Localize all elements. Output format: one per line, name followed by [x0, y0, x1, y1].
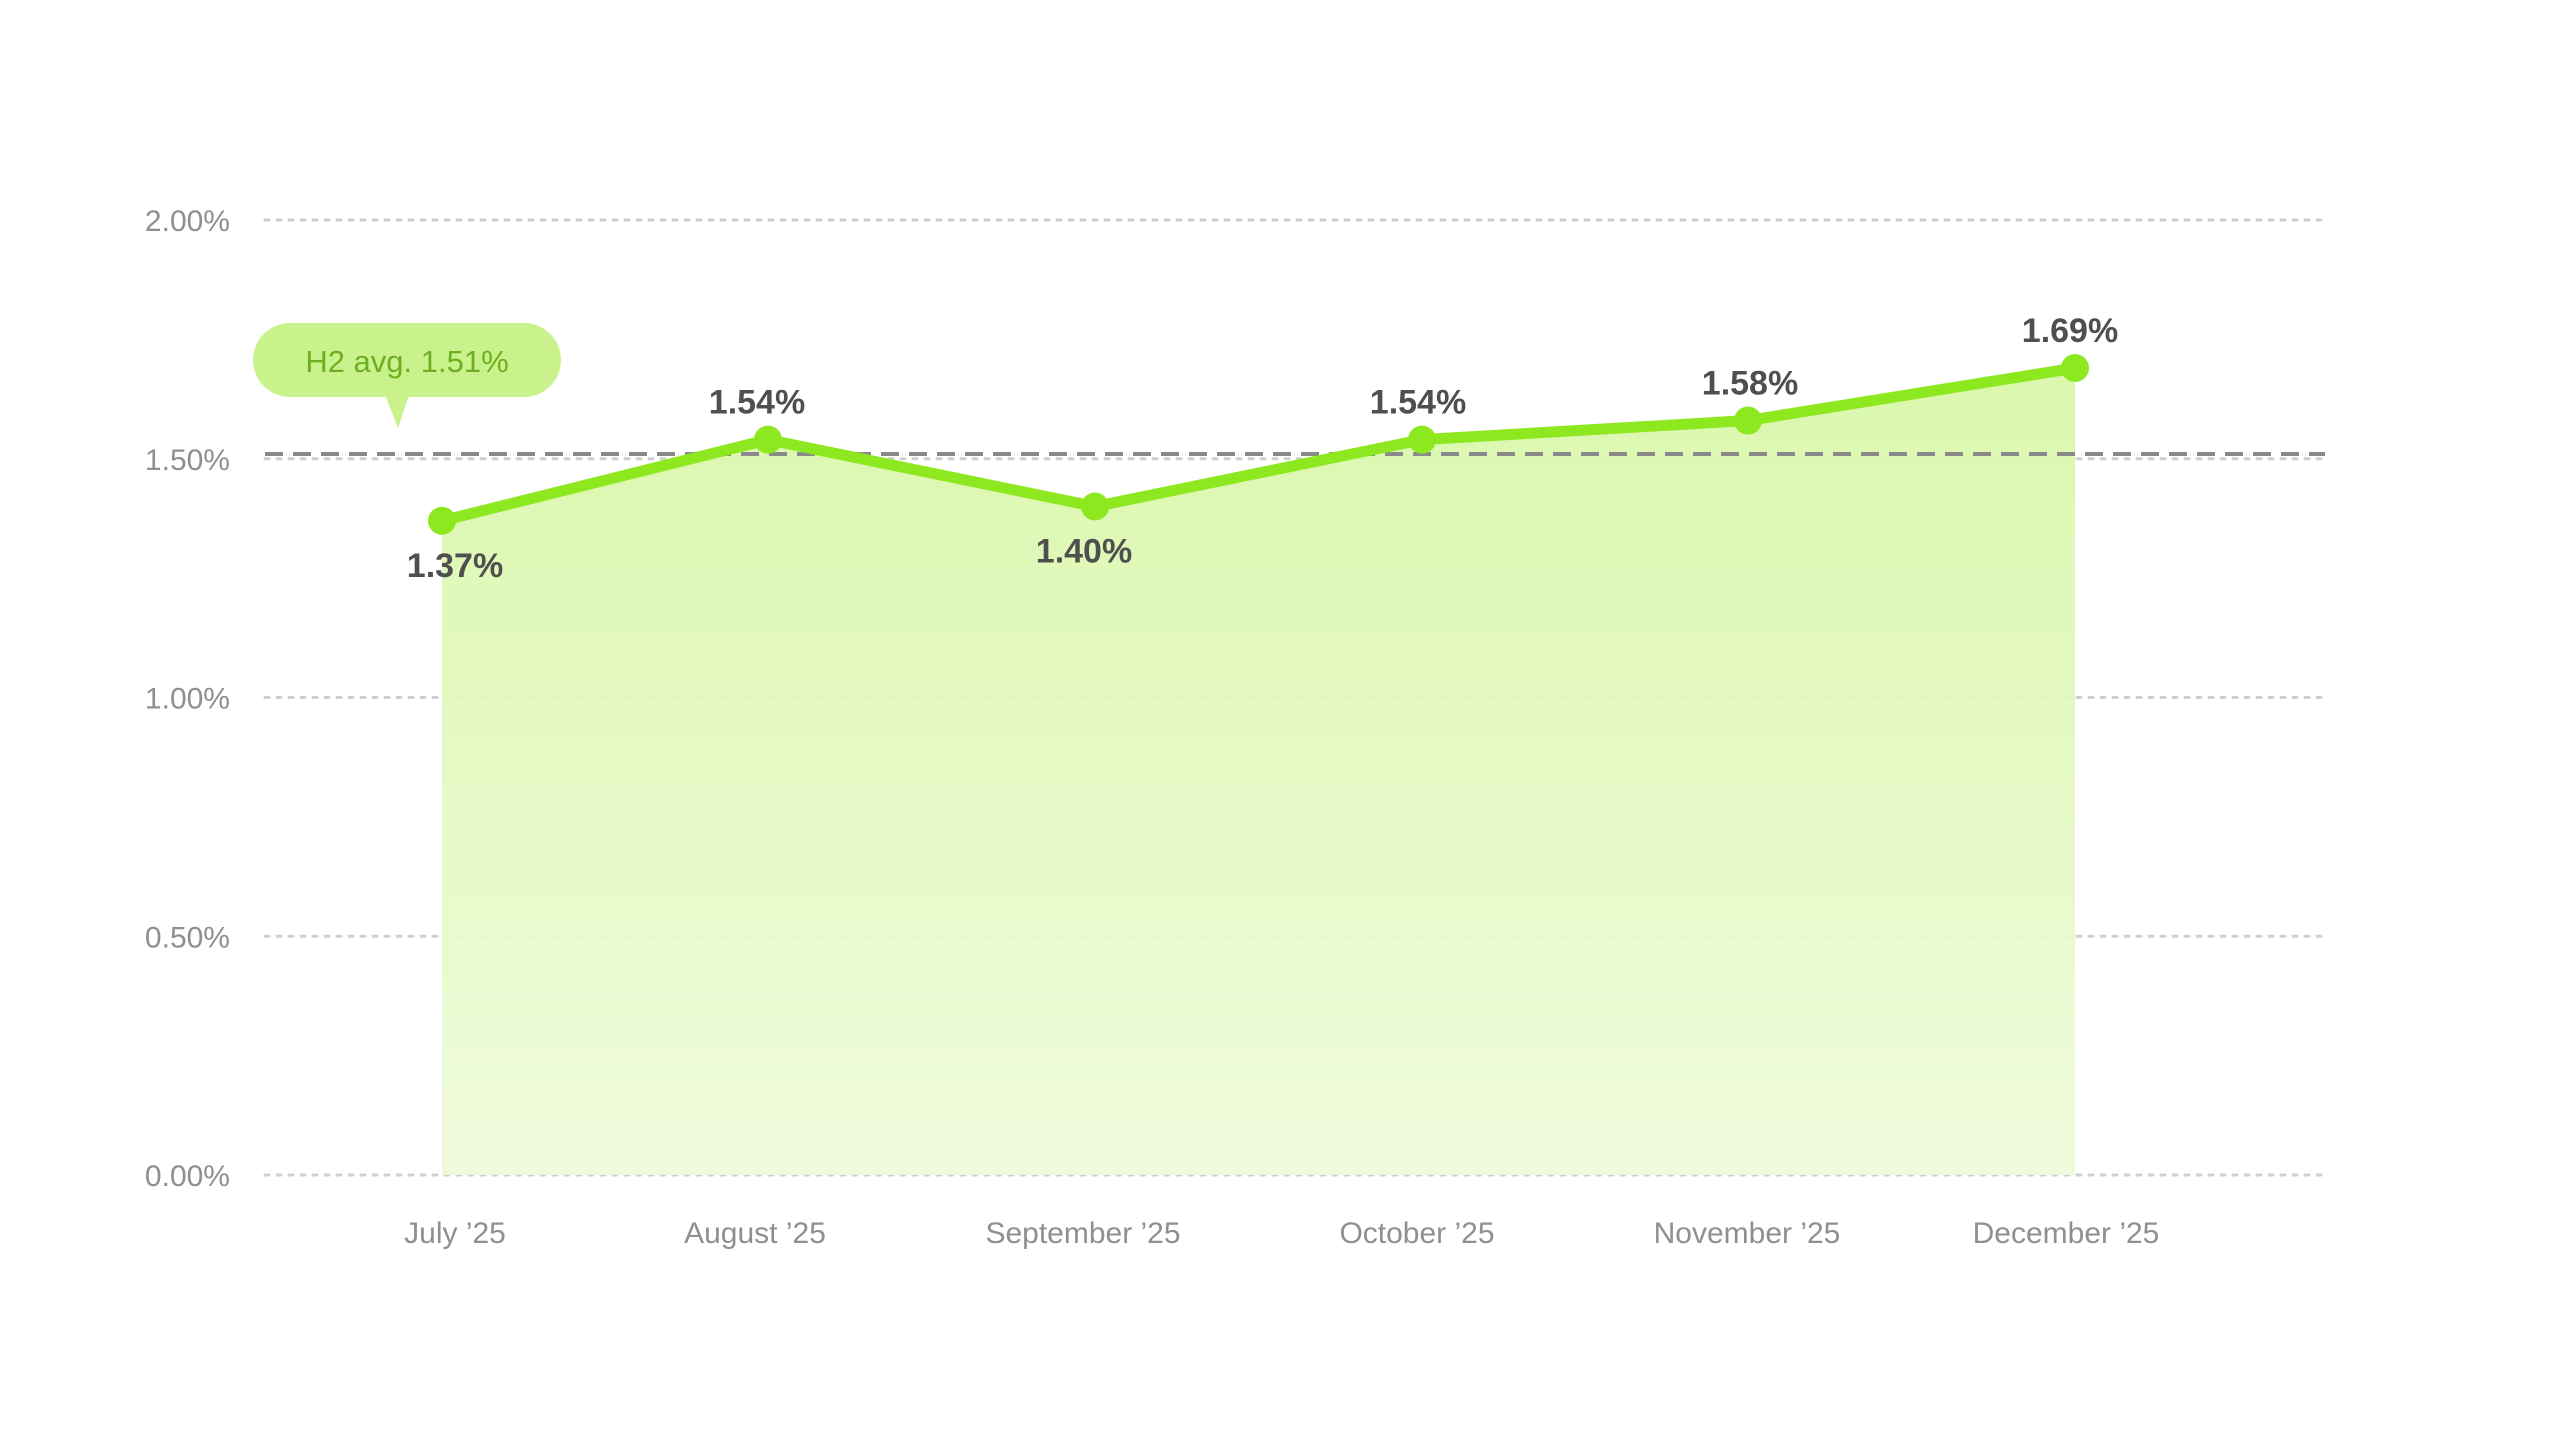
- data-point: [754, 425, 782, 454]
- data-label: 1.54%: [709, 384, 805, 422]
- average-callout-pointer: [385, 395, 409, 428]
- average-callout: H2 avg. 1.51%: [253, 323, 561, 428]
- y-tick-label: 2.00%: [145, 205, 230, 238]
- series-line: [436, 362, 2081, 527]
- x-axis-ticks: July ’25 August ’25 September ’25 October ’…: [404, 1217, 2159, 1250]
- data-label: 1.37%: [407, 547, 503, 585]
- y-tick-label: 1.00%: [145, 683, 230, 716]
- x-tick-label: August ’25: [684, 1217, 826, 1250]
- x-tick-label: September ’25: [985, 1217, 1180, 1250]
- y-tick-label: 1.50%: [145, 444, 230, 477]
- data-point: [1734, 406, 1762, 435]
- x-tick-label: July ’25: [404, 1217, 506, 1250]
- x-tick-label: December ’25: [1973, 1217, 2160, 1250]
- data-point: [2061, 354, 2089, 383]
- average-callout-label: H2 avg. 1.51%: [305, 344, 508, 379]
- y-axis-ticks: 0.00% 0.50% 1.00% 1.50% 2.00%: [145, 205, 230, 1193]
- data-label: 1.54%: [1370, 384, 1466, 422]
- data-points-layer: [428, 354, 2089, 535]
- series-line-layer: [436, 362, 2081, 527]
- data-point: [1408, 425, 1436, 454]
- data-label: 1.69%: [2022, 312, 2118, 350]
- area-fill-layer: [442, 368, 2075, 1175]
- y-tick-label: 0.50%: [145, 921, 230, 954]
- data-label: 1.40%: [1036, 533, 1132, 571]
- data-point: [428, 506, 456, 535]
- x-tick-label: November ’25: [1654, 1217, 1841, 1250]
- x-tick-label: October ’25: [1339, 1217, 1494, 1250]
- data-label: 1.58%: [1702, 365, 1798, 403]
- data-labels-layer: 1.37% 1.54% 1.40% 1.54% 1.58% 1.69%: [407, 312, 2118, 585]
- area-fill: [442, 368, 2075, 1175]
- data-point: [1081, 492, 1109, 521]
- average-callout-bubble: [253, 323, 561, 397]
- y-tick-label: 0.00%: [145, 1160, 230, 1193]
